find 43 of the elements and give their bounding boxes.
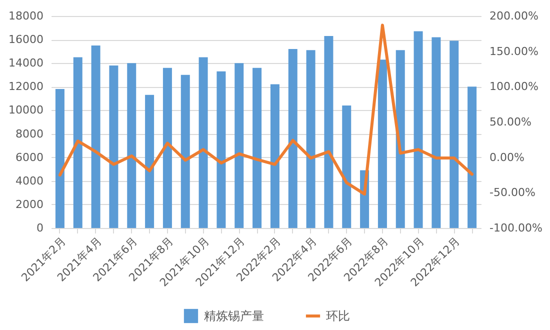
y2-tick-label: -100.00% <box>490 222 542 234</box>
y2-tick-label: 200.00% <box>490 10 538 22</box>
bar <box>216 71 226 228</box>
bar <box>180 74 190 228</box>
bar <box>127 63 136 228</box>
y-tick-label: 14000 <box>8 56 44 70</box>
bar <box>109 65 118 228</box>
y2-tick-label: 150.00% <box>490 44 538 58</box>
y2-tick-label: 0.00% <box>490 150 524 164</box>
bar <box>73 57 82 228</box>
bar <box>252 68 262 228</box>
y-tick-label: 0 <box>36 222 44 234</box>
bar <box>234 63 244 228</box>
bar <box>55 89 64 228</box>
y-tick-label: 16000 <box>8 33 44 46</box>
y-tick-label: 8000 <box>16 127 44 140</box>
bar <box>145 94 154 228</box>
line-series <box>58 24 474 196</box>
y2-tick-label: 100.00% <box>490 80 538 94</box>
y-tick-label: 2000 <box>16 198 44 211</box>
bar <box>198 57 208 228</box>
bar <box>342 106 352 228</box>
bar <box>450 40 459 228</box>
bar <box>288 48 298 228</box>
bar <box>324 36 334 228</box>
bar <box>91 45 100 228</box>
bar <box>396 50 405 228</box>
y-tick-label: 12000 <box>8 80 44 94</box>
y-tick-label: 6000 <box>16 150 44 164</box>
y2-tick-label: 50.00% <box>490 116 532 128</box>
y-tick-label: 4000 <box>16 174 44 188</box>
bar <box>468 86 477 228</box>
y-tick-label: 18000 <box>8 10 44 22</box>
bar <box>162 68 172 228</box>
y-tick-label: 10000 <box>8 104 44 117</box>
bar <box>306 50 316 228</box>
bar <box>378 60 387 228</box>
legend-label: 精炼锡产量 <box>204 309 264 323</box>
bar <box>414 31 423 228</box>
bar <box>432 37 441 228</box>
bar <box>270 84 280 228</box>
y2-tick-label: -50.00% <box>490 186 536 200</box>
legend-label: 环比 <box>326 309 350 323</box>
